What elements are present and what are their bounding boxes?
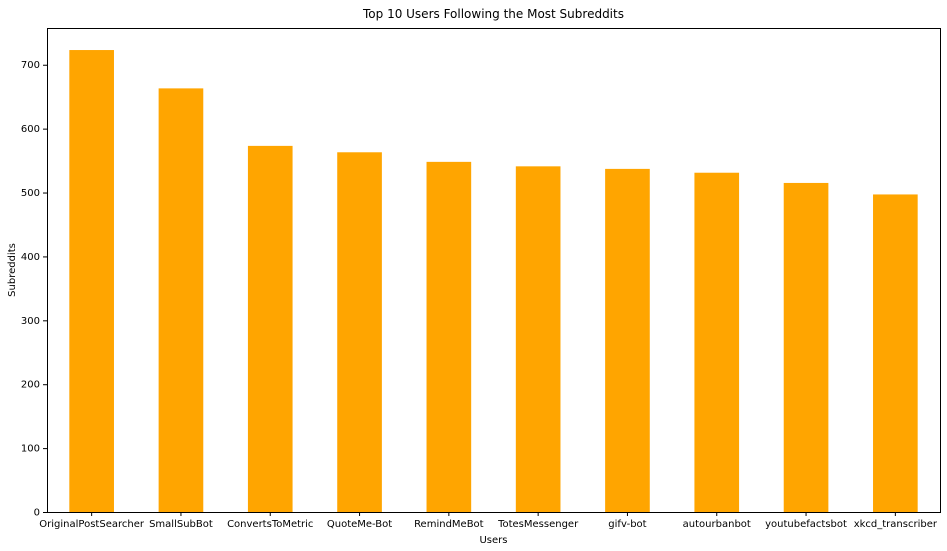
bar-autourbanbot <box>694 172 740 512</box>
y-tick-label: 300 <box>21 316 40 327</box>
y-tick-label: 600 <box>21 124 40 135</box>
x-axis-label: Users <box>479 535 507 546</box>
y-tick-label: 500 <box>21 188 40 199</box>
bar-TotesMessenger <box>515 166 561 512</box>
x-axis: OriginalPostSearcher SmallSubBot ConvertsT… <box>39 512 938 530</box>
x-tick-label: SmallSubBot <box>149 519 213 530</box>
x-tick-label: RemindMeBot <box>414 519 484 530</box>
bar-QuoteMe-Bot <box>337 152 382 512</box>
x-tick-label: autourbanbot <box>683 519 751 530</box>
y-tick-label: 400 <box>21 252 40 263</box>
y-tick-label: 200 <box>21 380 40 391</box>
bars-layer <box>69 50 918 513</box>
x-tick-label: youtubefactsbot <box>765 519 847 530</box>
y-tick-label: 700 <box>21 60 40 71</box>
y-tick-label: 0 <box>34 508 40 519</box>
x-tick-label: xkcd_transcriber <box>854 519 938 530</box>
x-tick-label: gifv-bot <box>608 519 646 530</box>
x-tick-label: ConvertsToMetric <box>227 519 313 530</box>
plot-frame <box>47 28 941 513</box>
y-axis: 0 100 200 300 400 500 600 700 <box>21 60 47 519</box>
bar-OriginalPostSearcher <box>69 50 114 512</box>
bar-ConvertsToMetric <box>247 145 293 513</box>
bar-gifv-bot <box>605 168 650 512</box>
bar-RemindMeBot <box>426 161 472 512</box>
chart-title: Top 10 Users Following the Most Subreddi… <box>362 7 624 21</box>
bar-SmallSubBot <box>158 88 204 513</box>
x-tick-label: OriginalPostSearcher <box>39 519 145 530</box>
bar-xkcd_transcriber <box>873 194 918 512</box>
x-tick-label: QuoteMe-Bot <box>327 519 392 530</box>
y-tick-label: 100 <box>21 444 40 455</box>
x-tick-label: TotesMessenger <box>497 519 579 530</box>
bar-youtubefactsbot <box>783 182 829 512</box>
y-axis-label: Subreddits <box>7 243 18 297</box>
